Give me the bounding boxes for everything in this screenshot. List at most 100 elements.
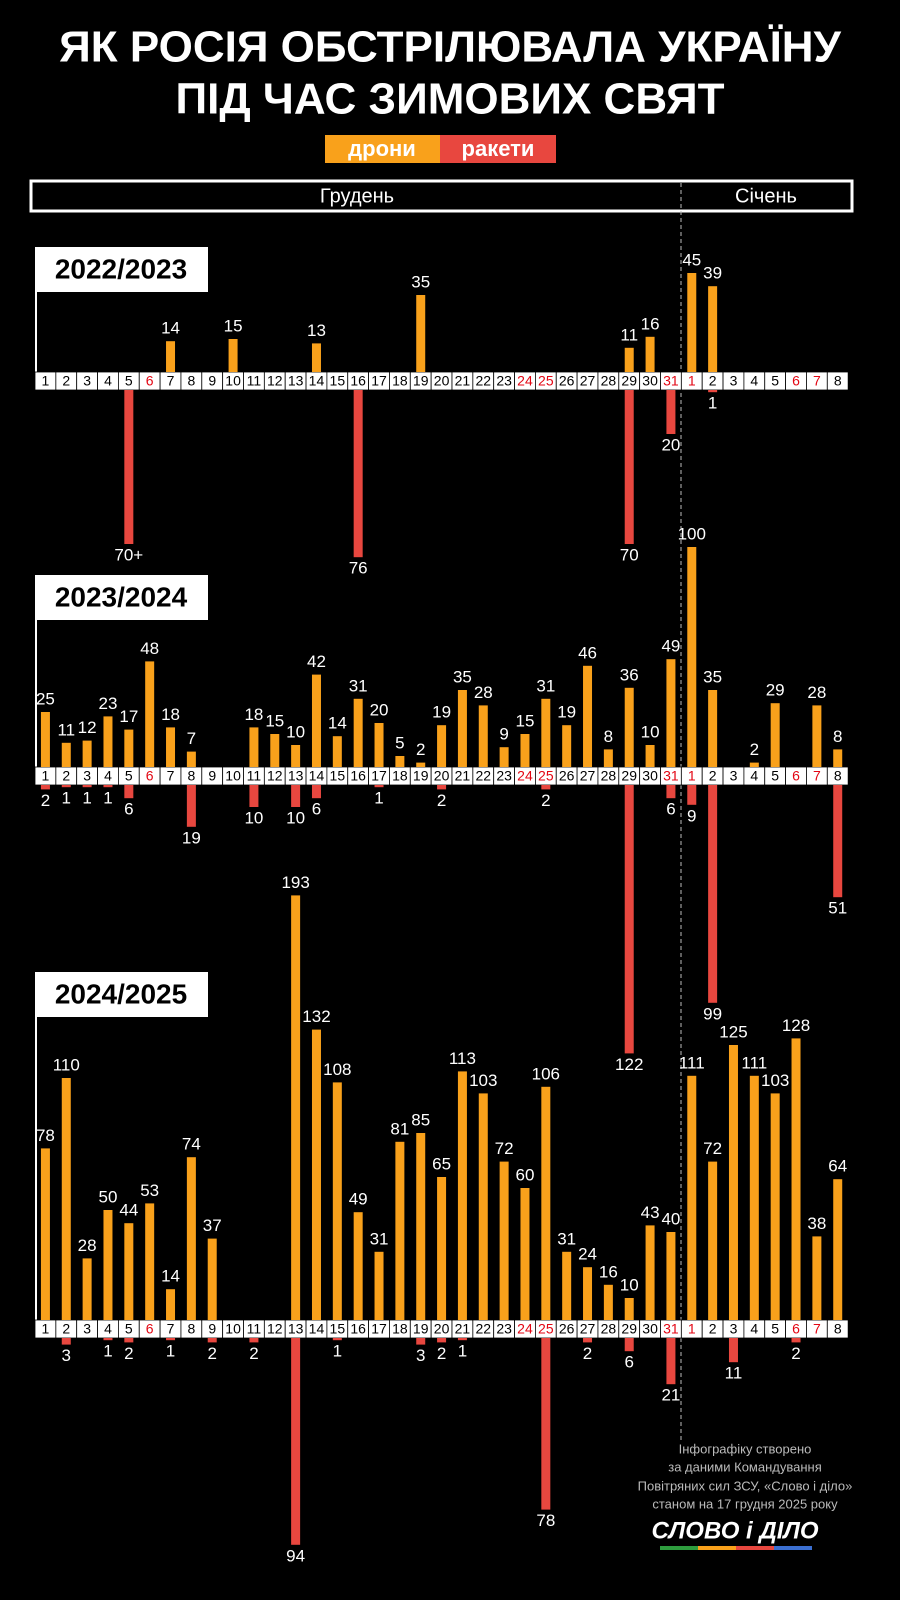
day-label: 27	[580, 373, 596, 389]
day-label: 19	[413, 768, 429, 784]
value-label: 40	[661, 1209, 680, 1228]
value-label: 64	[828, 1157, 847, 1176]
legend-swatch	[440, 135, 556, 163]
missile-bar	[124, 390, 134, 544]
value-label: 122	[615, 1055, 643, 1074]
missile-bar	[624, 390, 634, 544]
drone-bar	[103, 1210, 113, 1320]
day-label: 2	[709, 373, 717, 389]
value-label: 2	[249, 1344, 258, 1363]
drone-bar	[40, 712, 50, 767]
day-label: 15	[330, 768, 346, 784]
day-label: 23	[496, 768, 512, 784]
missile-bar	[291, 785, 301, 807]
value-label: 11	[57, 720, 75, 739]
day-label: 15	[330, 373, 346, 389]
day-label: 31	[663, 1321, 679, 1337]
value-label: 49	[661, 637, 680, 656]
drone-bar	[166, 727, 176, 767]
day-label: 6	[792, 373, 800, 389]
day-label: 27	[580, 768, 596, 784]
value-label: 9	[499, 725, 508, 744]
drone-bar	[770, 703, 780, 767]
value-label: 128	[782, 1016, 810, 1035]
drone-bar	[332, 1082, 342, 1320]
value-label: 14	[328, 714, 347, 733]
drone-bar	[562, 1251, 572, 1320]
missile-bar	[437, 1338, 447, 1343]
value-label: 193	[281, 873, 309, 892]
value-label: 14	[161, 1267, 180, 1286]
missile-bar	[332, 1338, 342, 1341]
value-label: 19	[182, 828, 201, 847]
value-label: 18	[244, 705, 263, 724]
drone-bar	[645, 745, 655, 767]
day-label: 7	[167, 373, 175, 389]
value-label: 20	[370, 700, 389, 719]
day-label: 7	[813, 768, 821, 784]
drone-bar	[166, 341, 176, 372]
value-label: 10	[641, 722, 660, 741]
missile-bar	[374, 785, 384, 788]
value-label: 1	[458, 1342, 467, 1361]
drone-bar	[687, 547, 697, 767]
day-label: 23	[496, 1321, 512, 1337]
missile-bar	[666, 785, 676, 799]
drone-bar	[457, 690, 467, 767]
value-label: 37	[203, 1216, 222, 1235]
footnote: Повітряних сил ЗСУ, «Слово і діло»	[638, 1478, 853, 1493]
day-label: 28	[601, 373, 617, 389]
day-label: 5	[125, 1321, 133, 1337]
value-label: 9	[687, 806, 696, 825]
drone-bar	[749, 762, 759, 767]
drone-bar	[833, 749, 843, 767]
drone-bar	[124, 729, 134, 767]
day-label: 7	[813, 373, 821, 389]
drone-bar	[40, 1148, 50, 1320]
value-label: 53	[140, 1181, 159, 1200]
drone-bar	[270, 734, 280, 767]
month-label: Грудень	[320, 185, 394, 207]
value-label: 6	[666, 800, 675, 819]
value-label: 39	[703, 264, 722, 283]
drone-bar	[437, 1177, 447, 1320]
footnote: за даними Командування	[668, 1459, 822, 1474]
value-label: 15	[265, 711, 284, 730]
missile-bar	[791, 1338, 801, 1343]
drone-bar	[624, 1298, 634, 1320]
missile-bar	[124, 785, 134, 799]
logo-stripe	[736, 1546, 774, 1550]
month-label: Січень	[735, 185, 797, 207]
missile-bar	[541, 1338, 551, 1510]
panel-title: 2023/2024	[55, 581, 188, 612]
value-label: 2	[541, 791, 550, 810]
day-label: 4	[104, 373, 112, 389]
day-label: 1	[688, 373, 696, 389]
value-label: 12	[78, 718, 97, 737]
value-label: 60	[516, 1165, 535, 1184]
missile-bar	[207, 1338, 217, 1343]
day-label: 22	[475, 1321, 491, 1337]
day-label: 7	[167, 1321, 175, 1337]
day-label: 28	[601, 768, 617, 784]
value-label: 21	[661, 1386, 680, 1405]
missile-bar	[61, 785, 71, 788]
value-label: 6	[312, 800, 321, 819]
day-label: 4	[750, 768, 758, 784]
day-label: 18	[392, 768, 408, 784]
missile-bar	[416, 1338, 426, 1345]
value-label: 10	[286, 722, 305, 741]
day-label: 16	[350, 768, 366, 784]
day-label: 24	[517, 768, 533, 784]
drone-bar	[332, 736, 342, 767]
value-label: 16	[641, 314, 660, 333]
value-label: 25	[36, 689, 55, 708]
day-label: 4	[750, 1321, 758, 1337]
drone-bar	[708, 1161, 718, 1320]
drone-bar	[708, 286, 718, 372]
day-label: 8	[187, 1321, 195, 1337]
value-label: 28	[807, 683, 826, 702]
panel-title-box	[35, 575, 208, 620]
value-label: 99	[703, 1004, 722, 1023]
drone-bar	[812, 705, 822, 767]
